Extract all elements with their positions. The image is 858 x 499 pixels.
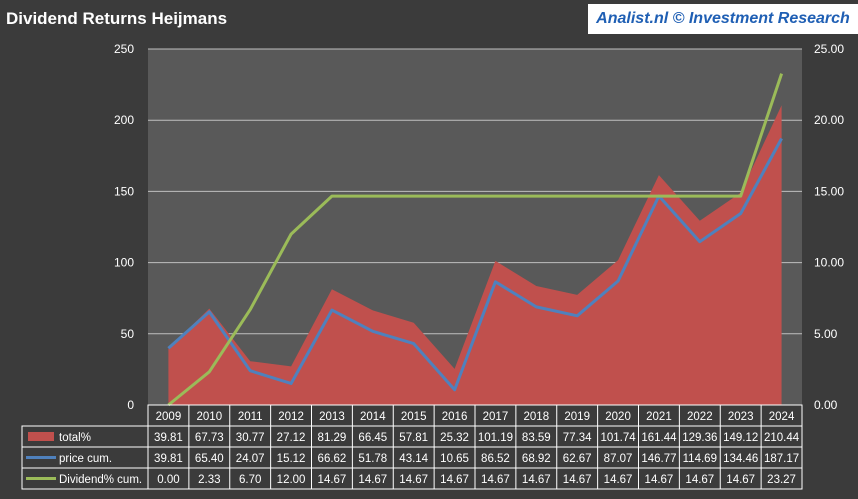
data-label: 57.81 (399, 432, 428, 444)
data-label: 14.67 (645, 474, 674, 486)
y-left-tick-label: 250 (114, 42, 134, 56)
x-category-label: 2010 (197, 411, 223, 423)
data-label: 129.36 (682, 432, 717, 444)
data-label: 14.67 (399, 474, 428, 486)
data-label: 81.29 (318, 432, 347, 444)
y-right-tick-label: 10.00 (814, 256, 844, 270)
data-label: 14.67 (563, 474, 592, 486)
x-category-label: 2011 (238, 411, 263, 423)
x-category-label: 2013 (319, 411, 345, 423)
data-label: 134.46 (723, 453, 758, 465)
data-label: 114.69 (683, 453, 717, 465)
data-label: 51.78 (358, 453, 387, 465)
x-category-label: 2018 (524, 411, 550, 423)
y-right-tick-label: 5.00 (814, 327, 838, 341)
data-label: 187.17 (764, 453, 799, 465)
y-right-tick-label: 25.00 (814, 42, 844, 56)
y-left-tick-label: 0 (127, 398, 134, 412)
data-label: 14.67 (726, 474, 755, 486)
x-category-label: 2019 (564, 411, 590, 423)
legend-entry: Dividend% cum. (59, 474, 142, 486)
data-label: 65.40 (195, 453, 224, 465)
y-left-tick-label: 200 (114, 113, 134, 127)
y-left-tick-label: 50 (121, 327, 135, 341)
x-category-label: 2017 (483, 411, 509, 423)
x-category-label: 2016 (442, 411, 468, 423)
data-label: 0.00 (157, 474, 179, 486)
data-label: 66.62 (318, 453, 347, 465)
x-category-label: 2015 (401, 411, 427, 423)
y-right-tick-label: 20.00 (814, 113, 844, 127)
data-label: 87.07 (604, 453, 633, 465)
data-label: 12.00 (277, 474, 306, 486)
data-label: 39.81 (154, 432, 183, 444)
data-label: 23.27 (767, 474, 796, 486)
series-line-price-cum (167, 137, 783, 392)
data-label: 27.12 (277, 432, 306, 444)
data-label: 14.67 (358, 474, 387, 486)
chart-title: Dividend Returns Heijmans (6, 9, 228, 28)
x-category-label: 2012 (278, 411, 304, 423)
data-label: 25.32 (440, 432, 469, 444)
data-label: 210.44 (764, 432, 800, 444)
brand-watermark: Analist.nl © Investment Research (588, 4, 858, 34)
x-category-label: 2020 (605, 411, 631, 423)
data-label: 101.74 (600, 432, 636, 444)
data-label: 14.67 (685, 474, 714, 486)
data-label: 30.77 (236, 432, 265, 444)
x-category-label: 2023 (728, 411, 754, 423)
data-label: 101.19 (478, 432, 513, 444)
data-label: 15.12 (277, 453, 306, 465)
data-label: 68.92 (522, 453, 551, 465)
data-label: 2.33 (198, 474, 220, 486)
data-label: 149.12 (723, 432, 758, 444)
data-label: 6.70 (239, 474, 261, 486)
data-label: 10.65 (440, 453, 469, 465)
data-label: 14.67 (481, 474, 510, 486)
data-label: 146.77 (641, 453, 676, 465)
data-label: 39.81 (154, 453, 183, 465)
x-category-label: 2021 (646, 411, 672, 423)
data-label: 43.14 (399, 453, 428, 465)
data-label: 14.67 (604, 474, 633, 486)
data-label: 24.07 (236, 453, 265, 465)
data-label: 83.59 (522, 432, 551, 444)
data-label: 67.73 (195, 432, 224, 444)
legend-entry: price cum. (59, 453, 112, 465)
data-label: 86.52 (481, 453, 510, 465)
series-line-dividend-cum (167, 73, 784, 407)
data-label: 14.67 (522, 474, 551, 486)
data-label: 14.67 (440, 474, 469, 486)
data-label: 77.34 (563, 432, 592, 444)
y-left-tick-label: 100 (114, 256, 134, 270)
x-category-label: 2022 (687, 411, 713, 423)
x-category-label: 2024 (769, 411, 795, 423)
data-label: 62.67 (563, 453, 592, 465)
x-category-label: 2014 (360, 411, 386, 423)
y-right-tick-label: 15.00 (814, 184, 844, 198)
legend-swatch-total (28, 432, 54, 441)
y-left-tick-label: 150 (114, 184, 134, 198)
data-label: 66.45 (358, 432, 387, 444)
y-right-tick-label: 0.00 (814, 398, 838, 412)
legend-entry: total% (59, 432, 91, 444)
data-label: 161.44 (641, 432, 677, 444)
data-label: 14.67 (318, 474, 347, 486)
x-category-label: 2009 (156, 411, 182, 423)
